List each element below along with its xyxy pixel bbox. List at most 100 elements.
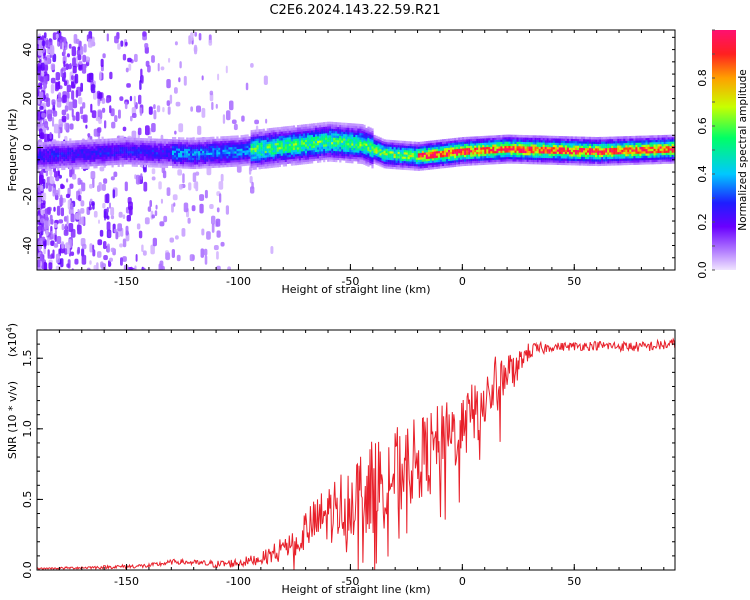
heat-cell bbox=[524, 139, 527, 143]
heat-cell bbox=[601, 161, 604, 164]
heat-cell bbox=[157, 162, 161, 166]
heat-cell bbox=[246, 149, 249, 153]
heat-cell bbox=[389, 148, 392, 152]
heat-cell bbox=[556, 160, 559, 163]
heat-cell bbox=[49, 132, 52, 140]
heat-cell bbox=[89, 146, 92, 149]
heat-cell bbox=[194, 44, 198, 55]
heat-cell bbox=[359, 139, 362, 142]
heat-cell bbox=[536, 161, 539, 165]
heat-cell bbox=[317, 142, 320, 146]
heat-cell bbox=[518, 139, 521, 142]
heat-cell bbox=[579, 138, 582, 142]
heat-cell bbox=[107, 162, 110, 166]
heat-cell bbox=[377, 145, 380, 148]
heat-cell bbox=[37, 164, 40, 167]
heat-cell bbox=[254, 131, 257, 135]
heat-cell bbox=[327, 128, 330, 131]
heat-cell bbox=[200, 144, 203, 147]
heat-cell bbox=[568, 151, 572, 155]
heat-cell bbox=[93, 161, 96, 164]
heat-cell bbox=[87, 159, 90, 163]
heat-cell bbox=[409, 145, 412, 149]
heat-cell bbox=[192, 159, 195, 163]
heat-cell bbox=[337, 157, 340, 161]
heat-cell bbox=[566, 151, 570, 155]
heat-cell bbox=[190, 137, 193, 141]
heat-cell bbox=[325, 155, 328, 158]
heat-cell bbox=[155, 147, 159, 150]
heat-cell bbox=[325, 152, 328, 156]
heat-cell bbox=[331, 130, 334, 134]
heat-cell bbox=[77, 157, 80, 161]
heat-cell bbox=[458, 163, 461, 167]
heat-cell bbox=[597, 152, 600, 155]
heat-cell bbox=[77, 164, 80, 167]
heat-cell bbox=[129, 157, 132, 161]
heat-cell bbox=[359, 161, 362, 164]
heat-cell bbox=[266, 157, 269, 160]
heat-cell bbox=[180, 137, 183, 140]
heat-cell bbox=[335, 146, 338, 149]
heat-cell bbox=[520, 154, 523, 158]
heat-cell bbox=[180, 148, 183, 151]
heat-cell bbox=[142, 250, 147, 256]
heat-cell bbox=[593, 161, 596, 164]
heat-cell bbox=[579, 147, 582, 151]
heat-cell bbox=[411, 150, 414, 153]
heat-cell bbox=[353, 147, 356, 151]
heat-cell bbox=[442, 145, 445, 149]
heat-cell bbox=[61, 167, 64, 171]
heat-cell bbox=[399, 142, 402, 146]
heat-cell bbox=[61, 141, 64, 144]
heat-cell bbox=[548, 144, 551, 148]
heat-cell bbox=[313, 136, 316, 140]
heat-cell bbox=[611, 145, 614, 148]
heat-cell bbox=[423, 154, 426, 158]
heat-cell bbox=[399, 160, 402, 163]
heat-cell bbox=[599, 136, 602, 140]
heat-cell bbox=[413, 154, 416, 158]
heat-cell bbox=[446, 145, 449, 148]
heat-cell bbox=[111, 142, 114, 146]
heat-cell bbox=[526, 150, 529, 154]
heat-cell bbox=[417, 157, 420, 160]
heat-cell bbox=[270, 130, 273, 133]
heat-cell bbox=[268, 128, 271, 131]
heat-cell bbox=[39, 162, 42, 165]
heat-cell bbox=[490, 155, 493, 158]
heat-cell bbox=[433, 144, 437, 148]
heat-cell bbox=[191, 205, 196, 212]
heat-cell bbox=[435, 142, 439, 145]
heat-cell bbox=[127, 157, 130, 160]
heat-cell bbox=[427, 162, 431, 166]
heat-cell bbox=[222, 140, 225, 144]
heat-cell bbox=[317, 138, 320, 141]
heat-cell bbox=[266, 152, 269, 156]
heat-cell bbox=[311, 160, 314, 164]
heat-cell bbox=[196, 146, 199, 149]
heat-cell bbox=[427, 160, 431, 164]
heat-cell bbox=[323, 137, 326, 141]
heat-cell bbox=[149, 200, 152, 208]
heat-cell bbox=[560, 138, 563, 141]
heat-cell bbox=[63, 163, 66, 166]
heat-cell bbox=[248, 136, 251, 139]
heat-cell bbox=[236, 139, 239, 143]
heat-cell bbox=[178, 157, 181, 160]
heat-cell bbox=[176, 150, 179, 153]
heat-cell bbox=[593, 163, 596, 166]
heat-cell bbox=[538, 137, 541, 141]
heat-cell bbox=[494, 144, 497, 147]
heat-cell bbox=[256, 155, 259, 159]
heat-cell bbox=[208, 159, 211, 162]
heat-cell bbox=[292, 138, 296, 142]
heat-cell bbox=[363, 142, 366, 146]
heat-cell bbox=[442, 163, 445, 167]
heat-cell bbox=[562, 136, 565, 139]
heat-cell bbox=[75, 160, 78, 163]
heat-cell bbox=[278, 160, 281, 163]
heat-cell bbox=[595, 139, 598, 142]
heat-cell bbox=[315, 145, 318, 148]
heat-cell bbox=[97, 127, 102, 133]
